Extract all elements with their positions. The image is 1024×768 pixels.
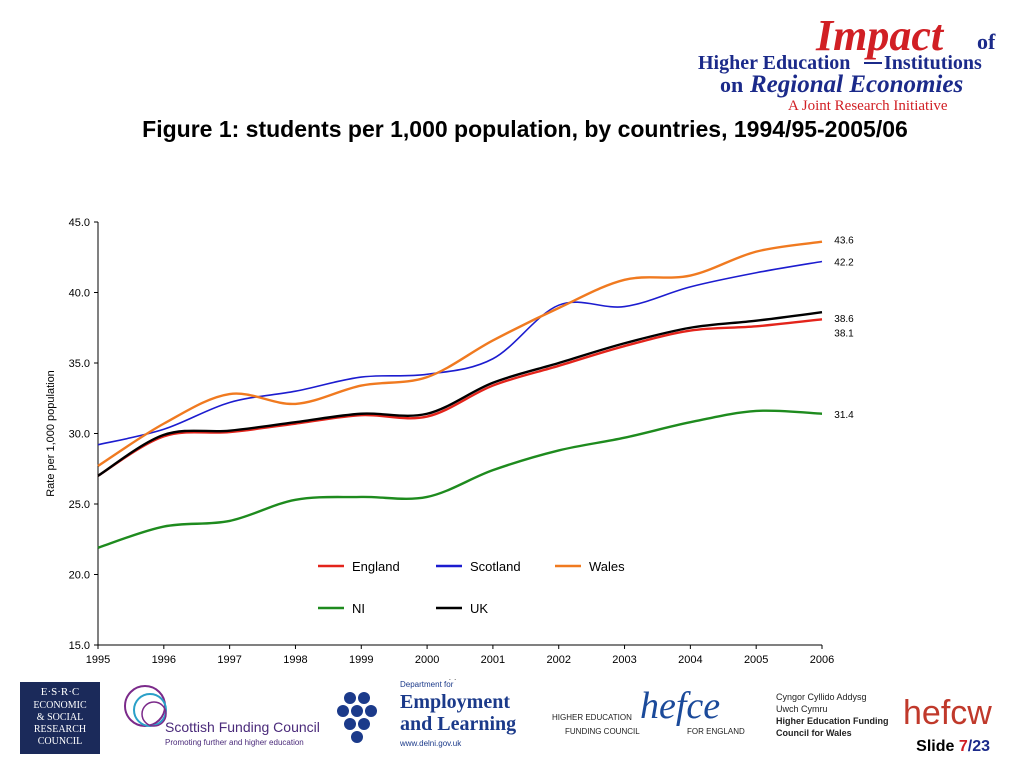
legend-label-ni: NI — [352, 601, 365, 616]
y-axis-title: Rate per 1,000 population — [45, 370, 57, 497]
impact-line2b: Institutions — [884, 52, 982, 74]
svg-text:& SOCIAL: & SOCIAL — [37, 712, 83, 723]
svg-text:Uwch Cymru: Uwch Cymru — [776, 704, 828, 714]
y-tick-label: 30.0 — [69, 429, 90, 441]
svg-text:www.delni.gov.uk: www.delni.gov.uk — [399, 739, 462, 748]
x-tick-label: 1997 — [217, 654, 241, 666]
x-tick-label: 1999 — [349, 654, 373, 666]
y-tick-label: 45.0 — [69, 217, 90, 229]
sfc-logo: Scottish Funding Council Promoting furth… — [124, 685, 320, 747]
end-label-wales: 43.6 — [834, 236, 854, 247]
slide-sep: / — [967, 738, 973, 755]
slide-total: 23 — [972, 738, 990, 755]
impact-word: Impact — [815, 11, 945, 60]
svg-text:RESEARCH: RESEARCH — [34, 724, 86, 735]
chart-end-labels: 38.1 42.2 43.6 31.4 38.6 — [834, 236, 854, 421]
svg-text:FUNDING COUNCIL: FUNDING COUNCIL — [565, 727, 640, 736]
x-tick-label: 2004 — [678, 654, 702, 666]
x-tick-label: 2003 — [612, 654, 636, 666]
slide-current: 7 — [958, 738, 968, 755]
end-label-uk: 38.6 — [834, 314, 854, 325]
x-tick-label: 1995 — [86, 654, 110, 666]
impact-line3b: Regional Economies — [749, 71, 963, 98]
chart-series — [97, 240, 823, 549]
svg-text:Council for Wales: Council for Wales — [776, 728, 852, 738]
y-tick-label: 25.0 — [69, 499, 90, 511]
series-line-uk — [97, 311, 823, 477]
legend-label-scotland: Scotland — [470, 559, 521, 574]
svg-text:Employment: Employment — [400, 691, 510, 713]
y-tick-label: 40.0 — [69, 288, 90, 300]
y-tick-label: 35.0 — [69, 358, 90, 370]
impact-line2: Higher Education — [698, 52, 850, 74]
chart-axes: 15.0 20.0 25.0 30.0 35.0 40.0 45.0 1995 1996 1997… — [45, 217, 834, 680]
x-tick-label: 2000 — [415, 654, 439, 666]
svg-text:Promoting further and higher e: Promoting further and higher education — [165, 738, 304, 747]
end-label-ni: 31.4 — [834, 410, 854, 421]
impact-line3a: on — [720, 72, 743, 97]
svg-text:hefcw: hefcw — [903, 694, 992, 732]
svg-text:and Learning: and Learning — [400, 713, 516, 735]
x-tick-label: 2002 — [546, 654, 570, 666]
svg-text:FOR ENGLAND: FOR ENGLAND — [687, 727, 745, 736]
end-label-england: 38.1 — [834, 328, 854, 339]
hefcw-logo: Cyngor Cyllido Addysg Uwch Cymru Higher … — [776, 692, 992, 738]
legend-label-england: England — [352, 559, 400, 574]
slide-number: Slide 7/23 — [916, 738, 990, 756]
chart-legend: England Scotland Wales NI UK — [318, 559, 625, 616]
svg-text:Higher Education Funding: Higher Education Funding — [776, 716, 889, 726]
svg-text:Cyngor Cyllido Addysg: Cyngor Cyllido Addysg — [776, 692, 867, 702]
svg-text:Department for: Department for — [400, 680, 454, 689]
x-axis-title: Year — [449, 678, 472, 680]
x-tick-label: 2001 — [481, 654, 505, 666]
svg-text:ECONOMIC: ECONOMIC — [33, 700, 87, 711]
x-tick-label: 1998 — [283, 654, 307, 666]
svg-text:hefce: hefce — [640, 685, 720, 727]
impact-of: of — [977, 29, 996, 54]
series-line-england — [97, 318, 823, 477]
y-tick-label: 15.0 — [69, 640, 90, 652]
line-chart: 15.0 20.0 25.0 30.0 35.0 40.0 45.0 1995 1996 1997… — [45, 217, 854, 680]
x-tick-label: 2006 — [810, 654, 834, 666]
svg-text:Scottish Funding Council: Scottish Funding Council — [165, 719, 320, 735]
chart-title: Figure 1: students per 1,000 population,… — [142, 116, 908, 142]
series-line-wales — [97, 240, 823, 467]
svg-text:HIGHER EDUCATION: HIGHER EDUCATION — [552, 713, 632, 722]
x-tick-label: 1996 — [152, 654, 176, 666]
series-line-scotland — [97, 260, 823, 446]
slide-label: Slide — [916, 738, 955, 755]
x-tick-label: 2005 — [744, 654, 768, 666]
series-line-ni — [97, 409, 823, 549]
svg-text:COUNCIL: COUNCIL — [38, 736, 82, 747]
svg-text:E·S·R·C: E·S·R·C — [41, 686, 80, 698]
legend-label-wales: Wales — [589, 559, 625, 574]
esrc-logo: E·S·R·C ECONOMIC & SOCIAL RESEARCH COUNC… — [20, 682, 100, 754]
legend-label-uk: UK — [470, 601, 488, 616]
footer-logos: E·S·R·C ECONOMIC & SOCIAL RESEARCH COUNC… — [20, 680, 992, 754]
impact-logo: Impact of Higher Education Institutions … — [698, 11, 996, 112]
y-tick-label: 20.0 — [69, 570, 90, 582]
impact-line4: A Joint Research Initiative — [788, 98, 948, 112]
hefce-logo: hefce HIGHER EDUCATION FUNDING COUNCIL F… — [552, 685, 745, 736]
del-logo: Department for Employment and Learning w… — [337, 680, 516, 748]
end-label-scotland: 42.2 — [834, 257, 854, 268]
